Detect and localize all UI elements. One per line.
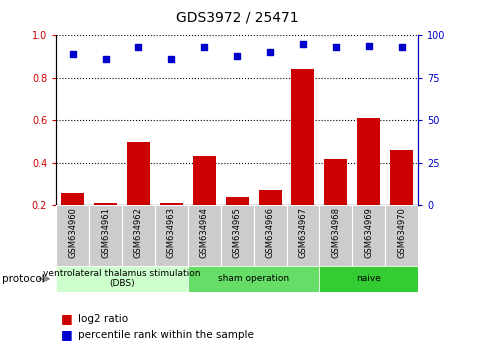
Text: ventrolateral thalamus stimulation
(DBS): ventrolateral thalamus stimulation (DBS): [43, 269, 201, 289]
Bar: [351, 205, 385, 266]
Bar: [160, 203, 183, 205]
Text: naive: naive: [356, 274, 381, 283]
Point: [364, 43, 372, 48]
Text: GSM634966: GSM634966: [265, 207, 274, 258]
Text: GSM634969: GSM634969: [364, 207, 372, 258]
Point: [69, 51, 77, 57]
Bar: [389, 150, 412, 205]
Bar: [127, 142, 150, 205]
Point: [102, 56, 109, 62]
Text: ■: ■: [61, 312, 73, 325]
Point: [233, 53, 241, 59]
Text: GSM634968: GSM634968: [331, 207, 340, 258]
Bar: [253, 205, 286, 266]
Text: GSM634964: GSM634964: [200, 207, 208, 258]
Text: GSM634963: GSM634963: [166, 207, 176, 258]
Bar: [291, 69, 314, 205]
Point: [299, 41, 306, 47]
Point: [331, 45, 339, 50]
Bar: [192, 156, 215, 205]
Text: GSM634962: GSM634962: [134, 207, 142, 258]
Text: GSM634965: GSM634965: [232, 207, 241, 258]
Bar: [187, 266, 319, 292]
Bar: [61, 193, 84, 205]
Bar: [56, 266, 187, 292]
Text: GDS3972 / 25471: GDS3972 / 25471: [176, 11, 298, 25]
Point: [265, 50, 273, 55]
Text: GSM634970: GSM634970: [396, 207, 406, 258]
Text: sham operation: sham operation: [218, 274, 288, 283]
Point: [200, 45, 208, 50]
Bar: [385, 205, 417, 266]
Text: GSM634961: GSM634961: [101, 207, 110, 258]
Text: GSM634960: GSM634960: [68, 207, 77, 258]
Bar: [56, 205, 89, 266]
Text: protocol: protocol: [2, 274, 45, 284]
Point: [397, 45, 405, 50]
Bar: [319, 205, 351, 266]
Point: [134, 45, 142, 50]
Point: [167, 56, 175, 62]
Bar: [122, 205, 155, 266]
Bar: [258, 190, 281, 205]
Bar: [94, 203, 117, 205]
Text: ■: ■: [61, 328, 73, 341]
Text: log2 ratio: log2 ratio: [78, 314, 128, 324]
Bar: [357, 118, 380, 205]
Bar: [187, 205, 220, 266]
Bar: [319, 266, 417, 292]
Text: GSM634967: GSM634967: [298, 207, 307, 258]
Bar: [220, 205, 253, 266]
Text: percentile rank within the sample: percentile rank within the sample: [78, 330, 254, 339]
Bar: [89, 205, 122, 266]
Bar: [324, 159, 346, 205]
Bar: [225, 197, 248, 205]
Bar: [155, 205, 187, 266]
Bar: [286, 205, 319, 266]
